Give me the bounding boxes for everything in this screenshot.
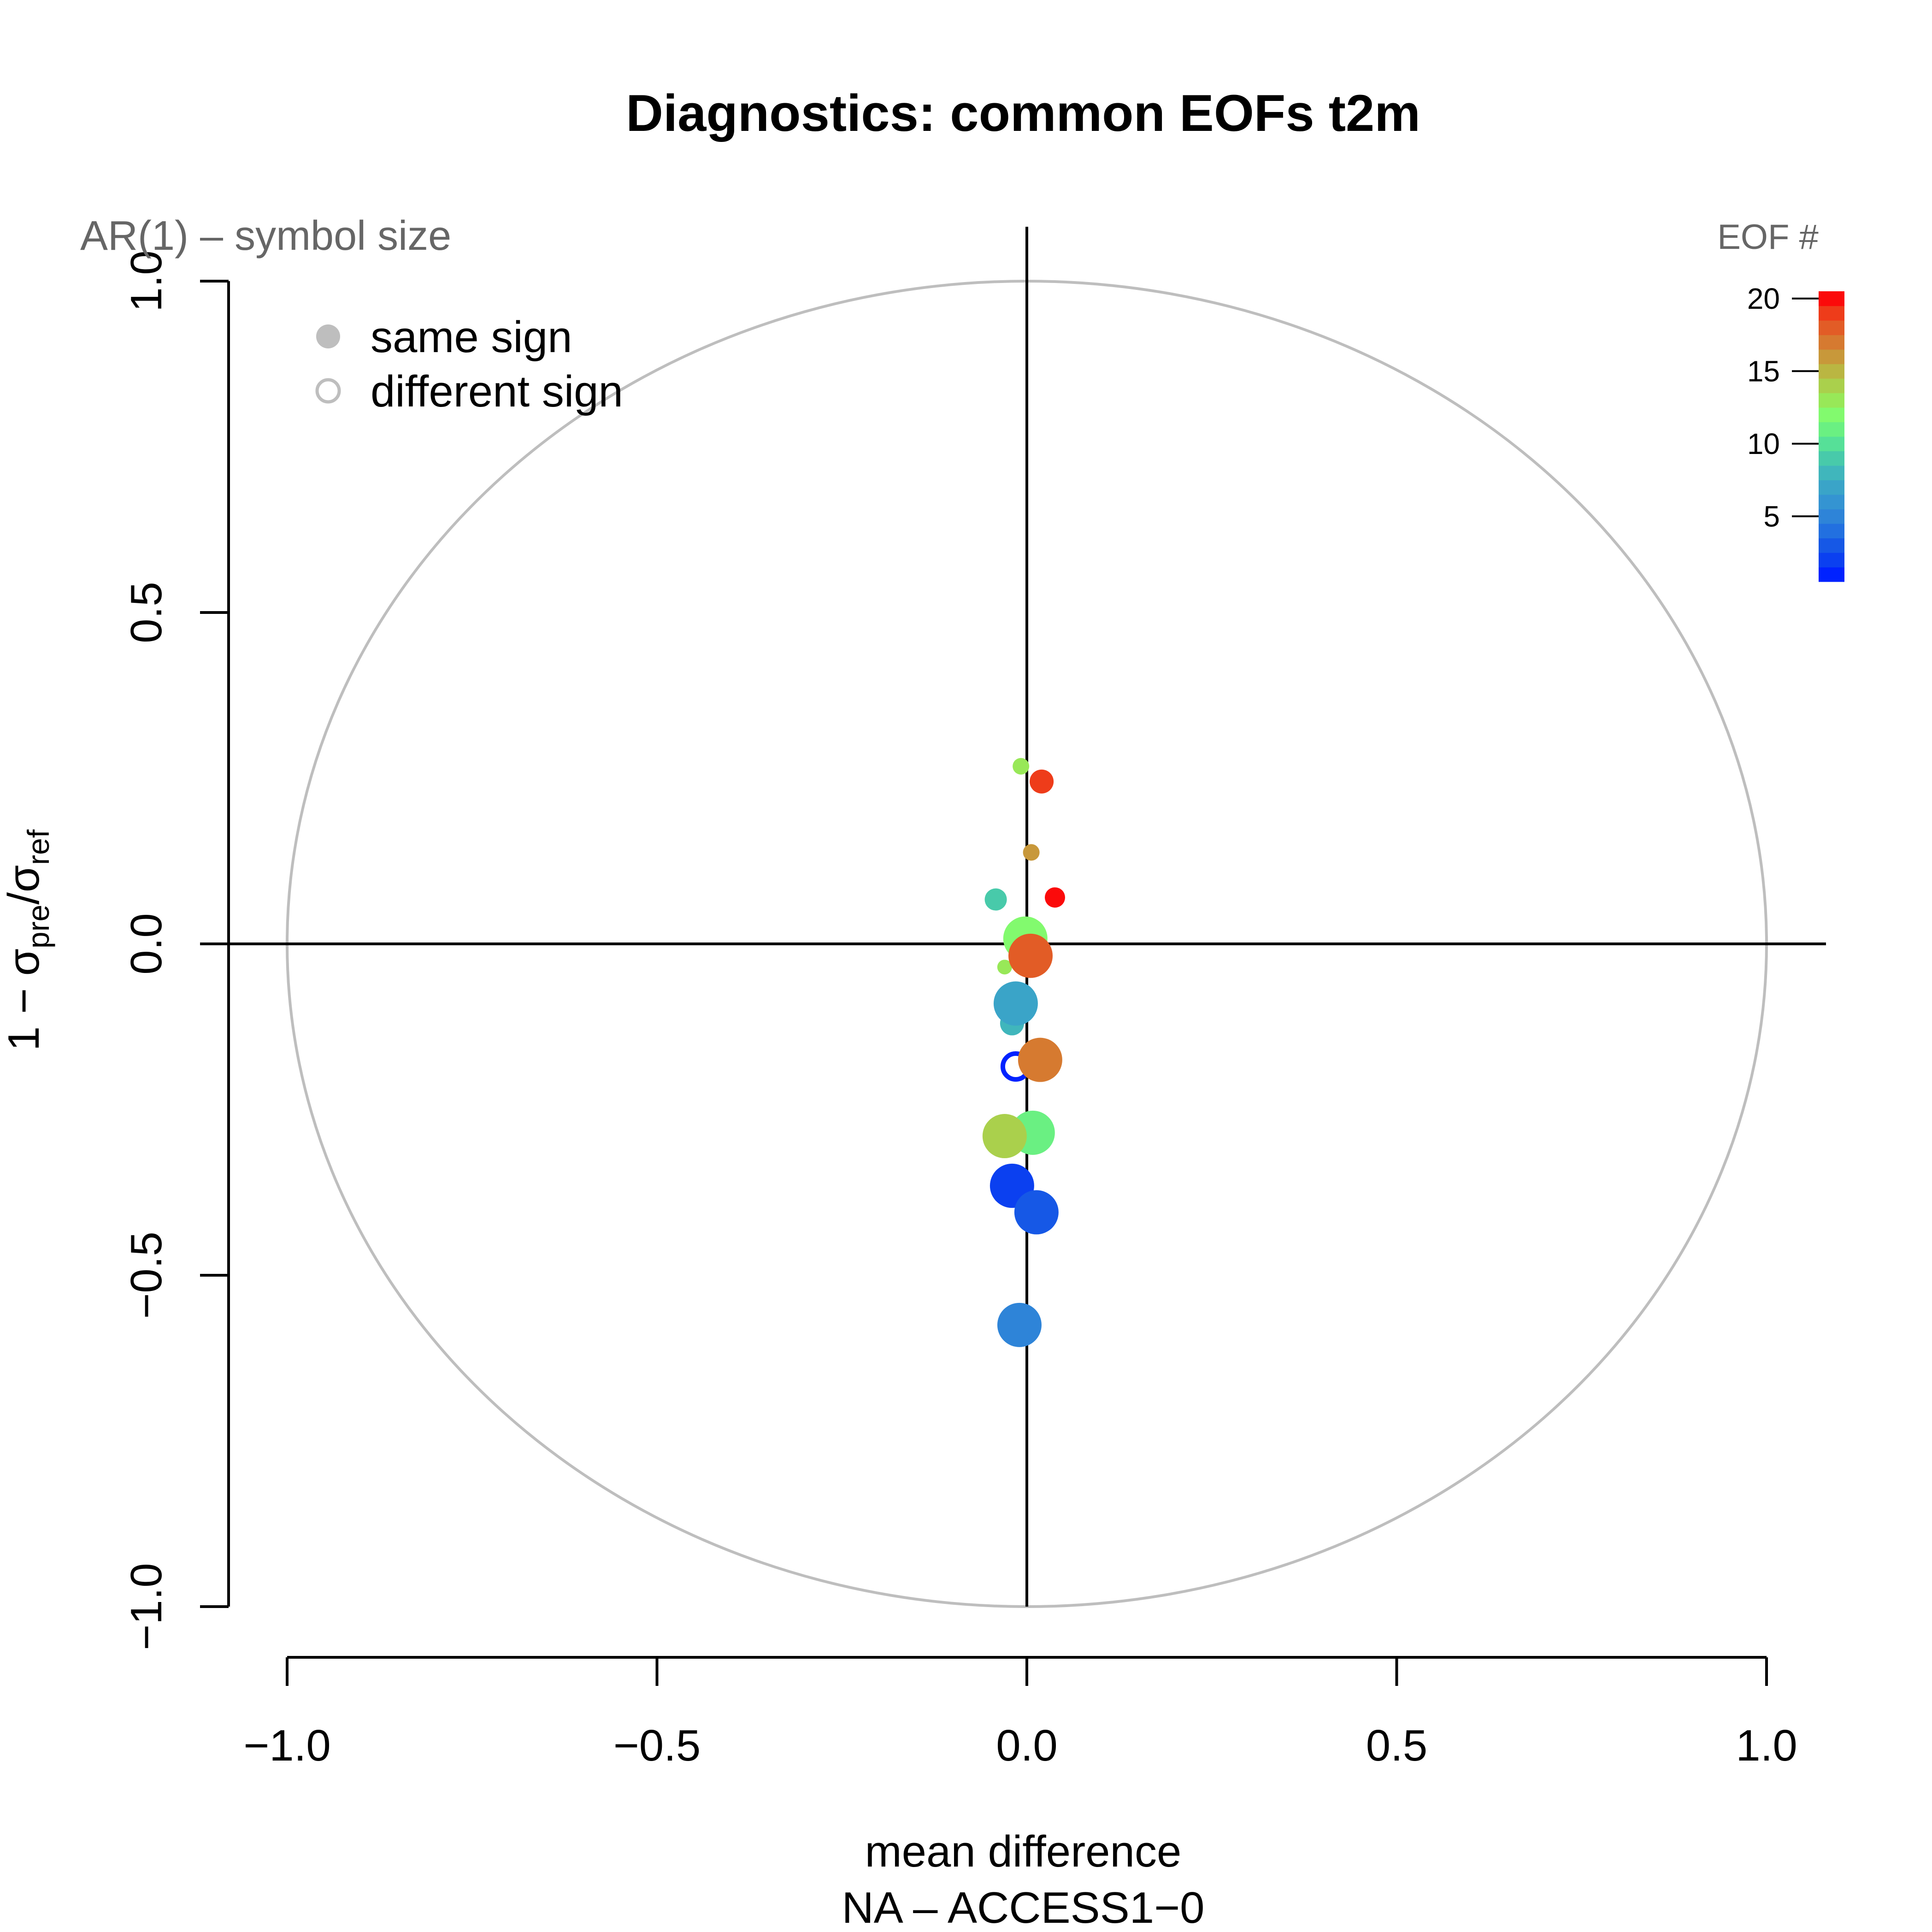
legend-filled-marker <box>316 324 340 348</box>
data-point-eof-17 <box>1018 1037 1062 1082</box>
data-point-eof-16 <box>1023 844 1040 861</box>
legend-label-different-sign: different sign <box>371 367 623 416</box>
y-label-sub-ref: ref <box>21 829 55 865</box>
colorbar-segment <box>1819 553 1844 568</box>
colorbar-segment <box>1819 538 1844 553</box>
colorbar-segment <box>1819 407 1844 423</box>
data-point-eof-13 <box>1013 758 1030 775</box>
data-point-eof-7 <box>993 981 1038 1026</box>
x-axis-label: mean difference <box>865 1827 1182 1876</box>
colorbar-segment <box>1819 436 1844 452</box>
colorbar-segment <box>1819 524 1844 539</box>
colorbar-segment <box>1819 465 1844 481</box>
colorbar-segment <box>1819 349 1844 365</box>
data-point-eof-9 <box>984 888 1007 911</box>
colorbar-tick-label: 20 <box>1747 282 1780 315</box>
y-label-sub-pre: pre <box>21 905 55 948</box>
y-axis-label: 1 − σpre/σref <box>0 829 55 1051</box>
data-point-eof-20 <box>1044 887 1065 908</box>
y-tick-label: −0.5 <box>122 1231 171 1319</box>
x-tick-label: 1.0 <box>1736 1721 1797 1770</box>
data-point-eof-19 <box>1030 769 1054 794</box>
colorbar-segment <box>1819 567 1844 582</box>
eof-colorbar: 5 10 15 20 <box>1747 282 1844 582</box>
legend-label-same-sign: same sign <box>371 312 572 362</box>
colorbar-segment <box>1819 495 1844 510</box>
plot-frame: −1.0 −0.5 0.0 0.5 1.0 −1.0 −0.5 0.0 0.5 1.0 <box>122 227 1826 1770</box>
size-note: AR(1) – symbol size <box>80 213 451 259</box>
y-tick-label: 1.0 <box>122 250 171 312</box>
colorbar-segment <box>1819 393 1844 408</box>
x-tick-label: −0.5 <box>613 1721 701 1770</box>
legend-open-marker <box>315 378 341 404</box>
y-label-slash: /σ <box>0 865 48 905</box>
x-tick-label: 0.5 <box>1366 1721 1427 1770</box>
data-point-eof-3 <box>1014 1190 1059 1235</box>
data-point-eof-18 <box>1008 933 1053 978</box>
data-point-eof-13 <box>997 960 1012 975</box>
data-points <box>982 758 1065 1347</box>
colorbar-tick-label: 5 <box>1763 500 1780 533</box>
data-point-eof-5 <box>997 1302 1042 1347</box>
colorbar-segment <box>1819 422 1844 437</box>
colorbar-segment <box>1819 480 1844 495</box>
colorbar-segment <box>1819 378 1844 394</box>
y-label-prefix: 1 − σ <box>0 948 48 1051</box>
x-axis-label-line2: NA – ACCESS1−0 <box>842 1883 1204 1932</box>
colorbar-segment <box>1819 306 1844 321</box>
colorbar-segment <box>1819 335 1844 350</box>
colorbar-segment <box>1819 364 1844 379</box>
data-point-eof-14 <box>982 1114 1027 1159</box>
colorbar-segment <box>1819 291 1844 306</box>
y-tick-label: −1.0 <box>122 1563 171 1650</box>
y-tick-label: 0.5 <box>122 582 171 643</box>
colorbar-title: EOF # <box>1717 218 1819 257</box>
chart-title: Diagnostics: common EOFs t2m <box>626 84 1420 142</box>
x-tick-label: −1.0 <box>243 1721 331 1770</box>
colorbar-tick-label: 15 <box>1747 354 1780 388</box>
x-tick-label: 0.0 <box>996 1721 1057 1770</box>
legend: same sign different sign <box>315 312 623 416</box>
colorbar-segment <box>1819 451 1844 466</box>
colorbar-tick-label: 10 <box>1747 427 1780 460</box>
colorbar-segment <box>1819 509 1844 524</box>
y-tick-label: 0.0 <box>122 913 171 974</box>
colorbar-segment <box>1819 320 1844 336</box>
